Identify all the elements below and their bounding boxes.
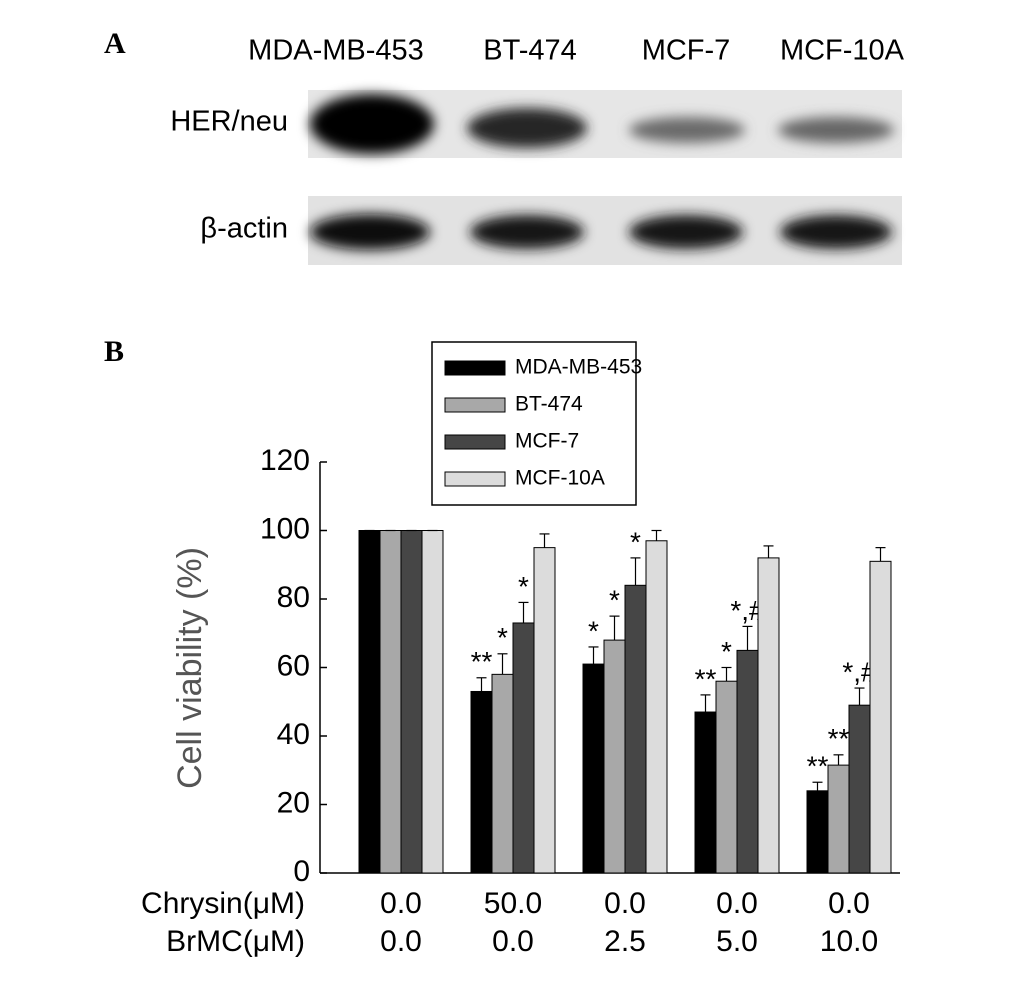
- legend-swatch: [444, 471, 506, 487]
- bar: [715, 680, 738, 874]
- error-bar: [721, 666, 732, 682]
- significance-label: **: [695, 663, 717, 694]
- lane-label: MCF-10A: [780, 35, 905, 67]
- error-bar: [630, 557, 641, 586]
- error-bar: [812, 781, 823, 791]
- bar: [603, 639, 626, 874]
- y-tick-label: 80: [277, 581, 310, 614]
- bar: [806, 790, 829, 874]
- row-label: β-actin: [200, 213, 288, 245]
- row-label: HER/neu: [170, 106, 288, 138]
- y-tick-label: 0: [293, 855, 310, 888]
- legend-swatch: [444, 360, 506, 376]
- legend-swatch: [444, 434, 506, 450]
- error-bar: [742, 625, 753, 651]
- bar: [512, 622, 535, 874]
- bar: [869, 560, 892, 874]
- bar: [358, 530, 381, 874]
- error-bar: [476, 677, 487, 692]
- bar: [694, 711, 717, 874]
- significance-label: *: [518, 571, 529, 602]
- lane-label: BT-474: [483, 35, 577, 67]
- bar: [379, 530, 402, 874]
- significance-label: *: [609, 585, 620, 616]
- lane-label: MCF-7: [642, 35, 731, 67]
- x-row-label: Chrysin(μM): [141, 887, 305, 920]
- error-bar: [539, 533, 550, 548]
- error-bar: [497, 653, 508, 675]
- bar: [757, 557, 780, 874]
- significance-label: *: [588, 615, 599, 646]
- error-bar: [518, 601, 529, 623]
- error-bar: [700, 694, 711, 713]
- blot: [308, 90, 902, 265]
- x-tick-label: 0.0: [380, 925, 422, 958]
- error-bar: [763, 545, 774, 558]
- x-tick-label: 0.0: [828, 887, 870, 920]
- legend-label: MDA-MB-453: [515, 356, 642, 379]
- significance-label: **: [471, 646, 493, 677]
- x-row-label: BrMC(μM): [166, 925, 305, 958]
- x-tick-label: 10.0: [820, 925, 878, 958]
- legend-label: BT-474: [515, 393, 583, 416]
- error-bar: [854, 687, 865, 706]
- y-tick-label: 60: [277, 649, 310, 682]
- x-tick-label: 0.0: [492, 925, 534, 958]
- bar: [400, 530, 423, 874]
- legend-swatch: [444, 397, 506, 413]
- significance-label: *: [721, 636, 732, 667]
- bar: [736, 649, 759, 874]
- x-tick-label: 0.0: [716, 887, 758, 920]
- x-tick-label: 2.5: [604, 925, 646, 958]
- bar: [848, 704, 871, 874]
- lane-label: MDA-MB-453: [248, 35, 424, 67]
- bar: [470, 690, 493, 874]
- legend-label: MCF-7: [515, 430, 579, 453]
- error-bar: [609, 615, 620, 641]
- panel-label: A: [104, 27, 126, 60]
- y-tick-label: 120: [260, 444, 310, 477]
- significance-label: **: [828, 723, 850, 754]
- x-tick-label: 0.0: [380, 887, 422, 920]
- bar: [827, 764, 850, 874]
- x-tick-label: 50.0: [484, 887, 542, 920]
- bar: [645, 540, 668, 874]
- significance-label: *: [630, 526, 641, 557]
- significance-label: **: [807, 751, 829, 782]
- error-bar: [875, 547, 886, 562]
- y-tick-label: 20: [277, 786, 310, 819]
- y-tick-label: 100: [260, 512, 310, 545]
- error-bar: [588, 646, 599, 665]
- x-tick-label: 0.0: [604, 887, 646, 920]
- y-axis-label: Cell viability (%): [171, 547, 209, 789]
- bar: [582, 663, 605, 874]
- error-bar: [651, 529, 662, 541]
- bar: [624, 584, 647, 874]
- bar: [491, 673, 514, 874]
- x-tick-label: 5.0: [716, 925, 758, 958]
- error-bar: [833, 754, 844, 766]
- panel-label: B: [104, 335, 124, 368]
- significance-label: *: [497, 622, 508, 653]
- y-tick-label: 40: [277, 718, 310, 751]
- legend-label: MCF-10A: [515, 467, 605, 490]
- bar: [533, 547, 556, 874]
- bar: [421, 530, 444, 874]
